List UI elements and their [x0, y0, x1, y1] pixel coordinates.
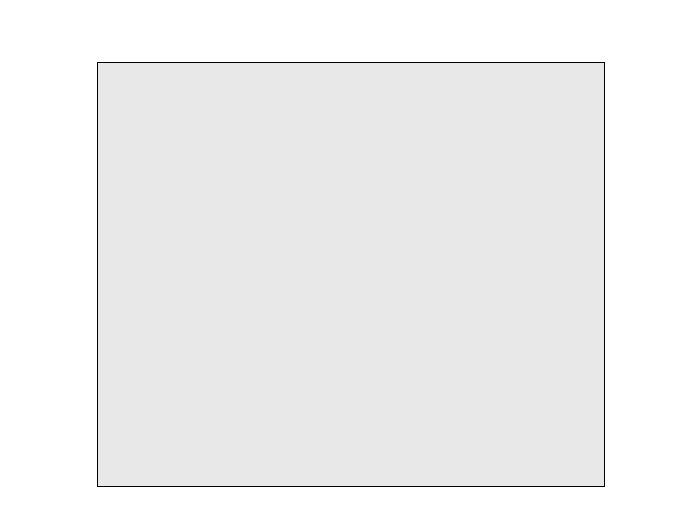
coastline-border-layer: [98, 63, 604, 486]
wind-speed-colorbar: [617, 136, 637, 408]
cloud-cover-colorbar: [27, 136, 47, 408]
map-plot-area[interactable]: [97, 62, 605, 487]
